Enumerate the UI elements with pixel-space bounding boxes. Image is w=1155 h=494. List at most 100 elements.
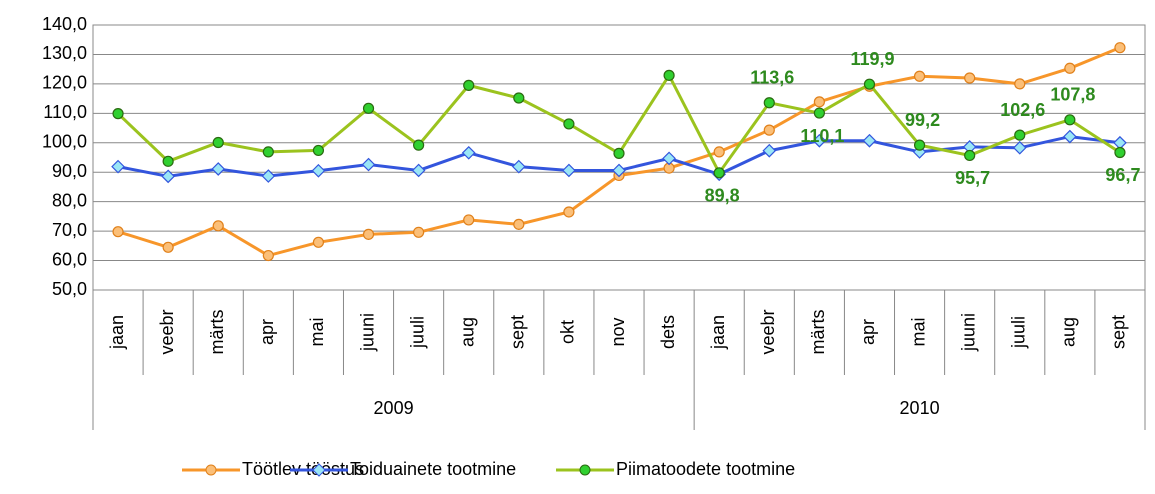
- marker: [411, 163, 426, 178]
- marker: [161, 169, 175, 184]
- x-tick-label: sept: [508, 315, 528, 349]
- x-tick-label: aug: [457, 317, 477, 347]
- x-tick-label: mai: [307, 317, 327, 346]
- data-label: 99,2: [905, 110, 940, 130]
- y-tick-label: 130,0: [42, 43, 87, 63]
- marker: [964, 72, 976, 84]
- marker: [111, 159, 125, 174]
- x-tick-label: juuli: [1009, 316, 1029, 349]
- y-tick-label: 60,0: [52, 249, 87, 269]
- legend-marker: [312, 463, 326, 477]
- x-tick-label: juuni: [958, 313, 978, 352]
- marker: [361, 157, 376, 172]
- y-tick-label: 70,0: [52, 220, 87, 240]
- x-tick-label: aug: [1059, 317, 1079, 347]
- marker: [813, 107, 825, 119]
- marker: [913, 70, 926, 82]
- y-tick-label: 80,0: [52, 190, 87, 210]
- x-tick-label: juuli: [407, 316, 427, 349]
- marker: [1014, 78, 1026, 90]
- y-tick-label: 100,0: [42, 132, 87, 152]
- marker: [763, 97, 775, 109]
- group-label: 2009: [374, 398, 414, 418]
- marker: [212, 136, 224, 149]
- marker: [863, 78, 876, 90]
- marker: [162, 241, 174, 253]
- marker: [812, 133, 827, 148]
- marker: [663, 69, 675, 81]
- marker: [511, 159, 526, 174]
- marker: [1064, 62, 1076, 74]
- marker: [1012, 140, 1027, 155]
- marker: [463, 79, 475, 91]
- marker: [713, 146, 725, 158]
- marker: [662, 151, 676, 166]
- marker: [513, 218, 525, 230]
- marker: [262, 249, 274, 262]
- data-label: 113,6: [750, 67, 794, 87]
- x-tick-label: jaan: [708, 315, 728, 350]
- marker: [362, 102, 375, 114]
- marker: [763, 124, 775, 136]
- marker: [261, 169, 276, 183]
- y-tick-label: 140,0: [42, 14, 87, 34]
- x-tick-label: mai: [908, 317, 928, 346]
- x-tick-label: dets: [658, 315, 678, 349]
- plot-border: [92, 24, 1146, 291]
- x-tick-label: juuni: [357, 313, 377, 352]
- y-tick-label: 110,0: [43, 102, 87, 122]
- data-label: 102,6: [1000, 100, 1045, 120]
- marker: [563, 118, 575, 130]
- marker: [112, 226, 124, 238]
- x-tick-label: jaan: [107, 315, 127, 350]
- marker: [311, 163, 326, 178]
- x-tick-label: veebr: [157, 309, 177, 354]
- data-label: 107,8: [1050, 85, 1095, 105]
- x-tick-label: apr: [257, 319, 277, 345]
- legend-marker: [205, 464, 217, 476]
- data-label: 110,1: [800, 126, 844, 146]
- marker: [762, 143, 777, 158]
- x-tick-label: nov: [608, 317, 628, 346]
- legend-marker: [579, 464, 591, 476]
- marker: [513, 92, 525, 104]
- data-label: 89,8: [705, 186, 740, 206]
- marker: [112, 108, 124, 120]
- x-tick-label: märts: [207, 310, 227, 355]
- marker: [463, 214, 475, 226]
- marker: [312, 144, 325, 157]
- marker: [1114, 146, 1126, 159]
- x-tick-label: okt: [558, 320, 578, 344]
- marker: [612, 163, 626, 178]
- marker: [613, 147, 625, 159]
- data-label: 119,9: [850, 49, 894, 69]
- marker: [262, 146, 274, 158]
- marker: [461, 145, 476, 160]
- y-tick-label: 120,0: [42, 73, 87, 93]
- marker: [813, 96, 825, 108]
- group-label: 2010: [900, 398, 940, 418]
- legend-label: Piimatoodete tootmine: [616, 459, 795, 479]
- marker: [713, 167, 725, 179]
- x-tick-label: apr: [858, 319, 878, 345]
- x-tick-label: märts: [808, 310, 828, 355]
- marker: [1064, 114, 1076, 126]
- marker: [862, 133, 877, 148]
- marker: [362, 228, 375, 240]
- marker: [413, 139, 425, 151]
- marker: [162, 155, 174, 167]
- data-label: 95,7: [955, 168, 990, 188]
- marker: [964, 149, 976, 162]
- legend-label: Toiduainete tootmine: [350, 459, 516, 479]
- y-tick-label: 90,0: [52, 161, 87, 181]
- marker: [312, 236, 325, 248]
- marker: [1014, 129, 1026, 141]
- marker: [211, 162, 226, 176]
- marker: [562, 163, 576, 178]
- x-tick-label: sept: [1109, 315, 1129, 349]
- marker: [1114, 42, 1126, 54]
- x-tick-label: veebr: [758, 309, 778, 354]
- y-tick-label: 50,0: [52, 279, 87, 299]
- marker: [212, 220, 224, 232]
